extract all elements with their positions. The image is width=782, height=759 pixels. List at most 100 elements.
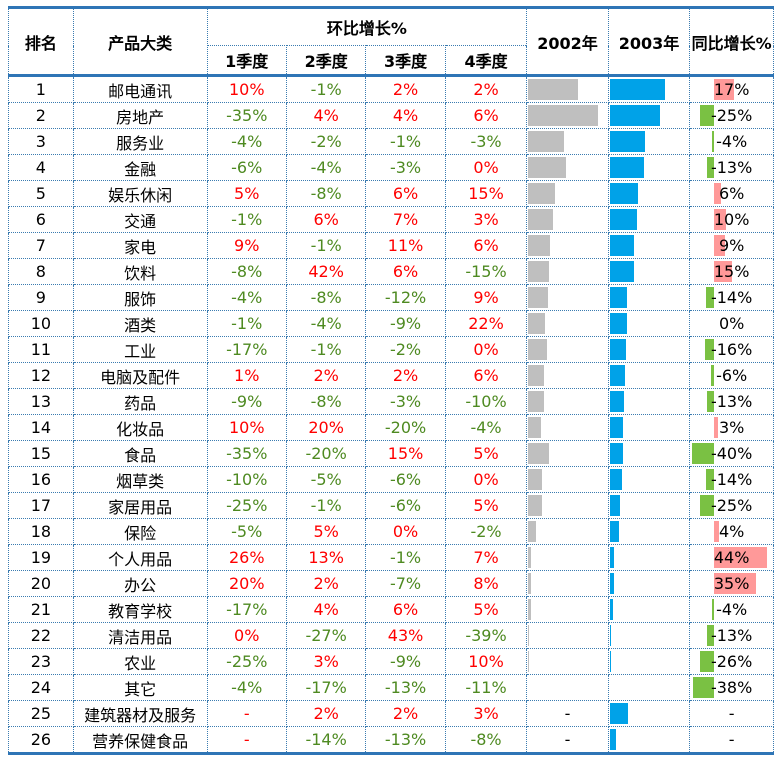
bar-2002-cell: [526, 206, 609, 233]
bar-2002: [528, 183, 556, 204]
table-row: 22 清洁用品 0% -27% 43% -39% -13%: [8, 622, 774, 649]
bar-2003: [609, 391, 624, 412]
table-row: 2 房地产 -35% 4% 4% 6% -25%: [8, 102, 774, 129]
q2-growth-cell: 3%: [285, 648, 367, 675]
bar-2003: [609, 131, 645, 152]
yoy-bar-positive: [714, 521, 720, 542]
category-cell: 金融: [72, 154, 208, 181]
bar-2002-cell: [526, 570, 609, 597]
q4-growth-cell: 3%: [444, 700, 528, 727]
bar-2003-cell: [607, 674, 691, 701]
yoy-value: -25%: [710, 496, 753, 515]
bar-2002: [528, 235, 551, 256]
bar-2002: [528, 573, 532, 594]
bar-2003-cell: [607, 128, 691, 155]
header-q2: 2季度: [285, 45, 367, 76]
q3-growth-cell: 15%: [365, 440, 446, 467]
q4-growth-cell: 5%: [444, 440, 528, 467]
yoy-value: -13%: [710, 626, 753, 645]
bar-2002: [528, 339, 548, 360]
bar-2003-cell: [607, 466, 691, 493]
category-cell: 保险: [72, 518, 208, 545]
q2-growth-cell: -14%: [285, 726, 367, 754]
q1-growth-cell: 20%: [206, 570, 287, 597]
yoy-bar-negative: [700, 651, 715, 672]
bar-2003: [609, 157, 644, 178]
table-row: 14 化妆品 10% 20% -20% -4% 3%: [8, 414, 774, 441]
bar-2003: [609, 417, 623, 438]
q4-growth-cell: 10%: [444, 648, 528, 675]
q3-growth-cell: -12%: [365, 284, 446, 311]
table-header: 排名 产品大类 环比增长% 2002年 2003年 同比增长% 1季度 2季度 …: [8, 7, 774, 76]
category-cell: 邮电通讯: [72, 75, 208, 103]
bar-2003: [609, 651, 611, 672]
table-row: 11 工业 -17% -1% -2% 0% -16%: [8, 336, 774, 363]
bar-2002-cell: [526, 492, 609, 519]
yoy-value: -26%: [710, 652, 753, 671]
q4-growth-cell: 5%: [444, 492, 528, 519]
table-row: 25 建筑器材及服务 -2% 2% 3% - -: [8, 700, 774, 727]
bar-2003-cell: [607, 284, 691, 311]
bar-2002-cell: [526, 388, 609, 415]
yoy-growth-cell: -6%: [689, 362, 774, 389]
q4-growth-cell: 3%: [444, 206, 528, 233]
growth-table-container: 排名 产品大类 环比增长% 2002年 2003年 同比增长% 1季度 2季度 …: [8, 6, 774, 755]
yoy-growth-cell: -4%: [689, 596, 774, 623]
header-qoq-growth: 环比增长%: [206, 7, 528, 46]
q1-growth-cell: 9%: [206, 232, 287, 259]
q2-growth-cell: -2%: [285, 128, 367, 155]
q1-growth-cell: -1%: [206, 310, 287, 337]
yoy-growth-cell: 4%: [689, 518, 774, 545]
yoy-bar-negative: [712, 131, 715, 152]
bar-2003-cell: [607, 180, 691, 207]
q3-growth-cell: -1%: [365, 128, 446, 155]
category-cell: 家电: [72, 232, 208, 259]
yoy-bar-negative: [692, 443, 715, 464]
q2-growth-cell: 2%: [285, 362, 367, 389]
header-2002: 2002年: [526, 7, 609, 76]
yoy-bar-negative: [706, 287, 715, 308]
bar-2002: [528, 599, 532, 620]
yoy-value: -16%: [710, 340, 753, 359]
bar-2002: [528, 651, 530, 672]
q2-growth-cell: -17%: [285, 674, 367, 701]
bar-2003-cell: [607, 596, 691, 623]
bar-2002: [528, 365, 545, 386]
yoy-value: 15%: [713, 262, 750, 281]
rank-cell: 8: [8, 258, 74, 285]
q2-growth-cell: -1%: [285, 336, 367, 363]
yoy-bar-positive: [714, 79, 735, 100]
q1-growth-cell: 5%: [206, 180, 287, 207]
q3-growth-cell: 2%: [365, 362, 446, 389]
yoy-bar-negative: [707, 625, 715, 646]
header-q1: 1季度: [206, 45, 287, 76]
rank-cell: 22: [8, 622, 74, 649]
header-q4: 4季度: [444, 45, 528, 76]
q3-growth-cell: -20%: [365, 414, 446, 441]
q3-growth-cell: -3%: [365, 154, 446, 181]
bar-2003-cell: [607, 492, 691, 519]
q4-growth-cell: -10%: [444, 388, 528, 415]
bar-2002: [528, 469, 543, 490]
yoy-growth-cell: 15%: [689, 258, 774, 285]
rank-cell: 23: [8, 648, 74, 675]
category-cell: 食品: [72, 440, 208, 467]
rank-cell: 11: [8, 336, 74, 363]
q4-growth-cell: 8%: [444, 570, 528, 597]
yoy-growth-cell: 17%: [689, 75, 774, 103]
q3-growth-cell: -6%: [365, 492, 446, 519]
table-row: 18 保险 -5% 5% 0% -2% 4%: [8, 518, 774, 545]
bar-2002: [528, 521, 537, 542]
yoy-value: -: [728, 730, 735, 749]
q1-growth-cell: -: [206, 726, 287, 754]
yoy-value: -25%: [710, 106, 753, 125]
q4-growth-cell: -11%: [444, 674, 528, 701]
rank-cell: 5: [8, 180, 74, 207]
q4-growth-cell: 22%: [444, 310, 528, 337]
q3-growth-cell: -9%: [365, 310, 446, 337]
bar-2003-cell: [607, 75, 691, 103]
bar-2002-cell: [526, 75, 609, 103]
q1-growth-cell: -: [206, 700, 287, 727]
yoy-value: -13%: [710, 158, 753, 177]
rank-cell: 21: [8, 596, 74, 623]
